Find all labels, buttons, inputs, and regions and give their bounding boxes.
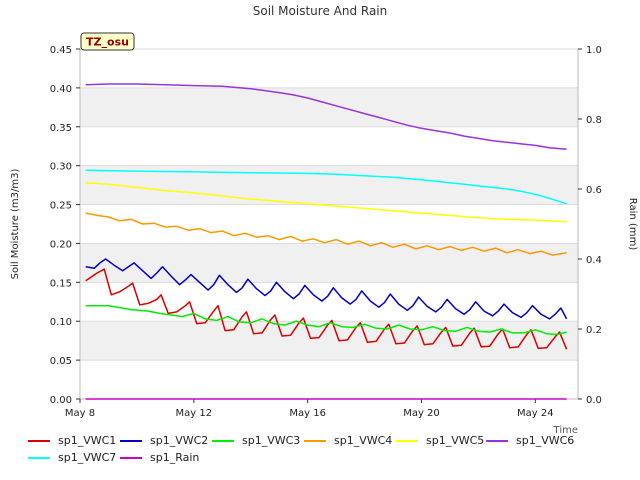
series-line-sp1-vwc5 (85, 182, 567, 223)
legend-swatch (120, 439, 142, 442)
y2-tick-label: 1.0 (586, 45, 602, 56)
legend-label: sp1_VWC3 (242, 434, 301, 447)
y2-tick-label: 0.8 (586, 115, 602, 126)
legend-item: sp1_VWC4 (304, 434, 392, 447)
series-line-sp1-vwc3 (85, 304, 567, 336)
y-tick-label: 0.25 (50, 201, 72, 212)
plot-band (80, 360, 578, 399)
y-tick-label: 0.30 (50, 162, 72, 173)
y2-axis-label: Rain (mm) (627, 198, 638, 251)
legend-label: sp1_VWC7 (58, 451, 117, 464)
plot-band (80, 87, 578, 127)
y-tick-label: 0.05 (50, 356, 72, 367)
legend-item: sp1_VWC1 (28, 434, 116, 447)
plot-band (80, 49, 578, 88)
legend-label: sp1_VWC2 (150, 434, 209, 447)
x-tick-label: May 16 (289, 408, 326, 419)
plot-band (80, 321, 578, 361)
legend-swatch (486, 439, 508, 442)
plot-band (80, 243, 578, 283)
legend-swatch (396, 439, 418, 442)
legend-item: sp1_VWC5 (396, 434, 484, 447)
legend-swatch (28, 456, 50, 459)
y-tick-label: 0.35 (50, 123, 72, 134)
x-tick-label: May 8 (65, 408, 95, 419)
y-tick-label: 0.20 (50, 239, 72, 250)
legend-label: sp1_VWC6 (516, 434, 575, 447)
y-axis-label: Soil Moisture (m3/m3) (10, 169, 21, 280)
site-label-box (80, 32, 135, 51)
site-label: TZ_osu (86, 36, 129, 49)
legend-item: sp1_VWC6 (486, 434, 574, 447)
x-tick-label: May 24 (517, 408, 554, 419)
legend-label: sp1_VWC5 (426, 434, 485, 447)
y2-tick-label: 0.0 (586, 395, 602, 406)
y-tick-label: 0.40 (50, 84, 72, 95)
x-axis-label: Time (553, 425, 578, 436)
legend-swatch (28, 439, 50, 442)
series-line-sp1-vwc7 (85, 169, 567, 205)
legend-swatch (304, 439, 326, 442)
legend-item: sp1_VWC2 (120, 434, 208, 447)
x-tick-label: May 12 (176, 408, 213, 419)
legend-item: sp1_Rain (120, 451, 199, 464)
plot-band (80, 204, 578, 244)
chart-title: Soil Moisture And Rain (253, 4, 388, 18)
y-tick-label: 0.10 (50, 317, 72, 328)
plot-band (80, 126, 578, 166)
legend-label: sp1_Rain (150, 451, 200, 464)
y-tick-label: 0.15 (50, 278, 72, 289)
plot-band (80, 282, 578, 322)
y2-tick-label: 0.2 (586, 325, 602, 336)
series-line-sp1-vwc4 (85, 212, 567, 256)
legend-label: sp1_VWC4 (334, 434, 393, 447)
legend-swatch (212, 439, 234, 442)
legend-swatch (120, 456, 142, 459)
y-tick-label: 0.00 (50, 395, 72, 406)
series-line-sp1-vwc6 (85, 83, 567, 151)
legend-label: sp1_VWC1 (58, 434, 117, 447)
y-tick-label: 0.45 (50, 45, 72, 56)
series-line-sp1-vwc2 (85, 258, 568, 320)
y2-tick-label: 0.4 (586, 255, 602, 266)
y2-tick-label: 0.6 (586, 185, 602, 196)
legend-item: sp1_VWC7 (28, 451, 116, 464)
legend-item: sp1_VWC3 (212, 434, 300, 447)
x-tick-label: May 20 (403, 408, 440, 419)
